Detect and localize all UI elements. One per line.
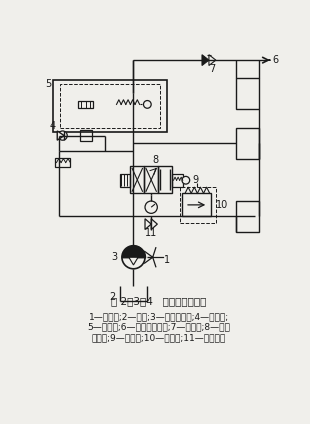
Text: 9: 9 xyxy=(192,175,198,185)
Bar xyxy=(120,174,131,187)
Bar xyxy=(131,166,144,193)
Polygon shape xyxy=(145,219,151,229)
Text: 11: 11 xyxy=(145,229,157,238)
Bar xyxy=(60,84,160,128)
Bar xyxy=(144,166,158,193)
Bar xyxy=(78,100,93,108)
Text: 1—电动机;2—油箱;3—单级叶片泵;4—单向阀;: 1—电动机;2—油箱;3—单级叶片泵;4—单向阀; xyxy=(89,312,229,321)
Text: 3: 3 xyxy=(111,252,117,262)
Text: 换向阀;9—压力表;10—溢流阀;11—压力开关: 换向阀;9—压力表;10—溢流阀;11—压力开关 xyxy=(92,334,226,343)
Bar xyxy=(55,158,70,167)
Text: 图 2－3－4   液压系统示意图: 图 2－3－4 液压系统示意图 xyxy=(111,296,206,306)
Polygon shape xyxy=(202,55,209,66)
Circle shape xyxy=(145,201,157,213)
Bar xyxy=(158,166,172,193)
Polygon shape xyxy=(209,55,216,66)
Polygon shape xyxy=(129,257,138,265)
Text: 2: 2 xyxy=(109,292,115,302)
Circle shape xyxy=(182,176,190,184)
Text: 7: 7 xyxy=(210,64,216,74)
Text: 5: 5 xyxy=(45,79,51,89)
Text: 5—支承阀;6—通往工作油缸;7—截止阀;8—电液: 5—支承阀;6—通往工作油缸;7—截止阀;8—电液 xyxy=(87,323,230,332)
Text: 1: 1 xyxy=(163,254,170,265)
Text: 4: 4 xyxy=(50,121,56,131)
Bar xyxy=(182,193,211,216)
Bar xyxy=(80,130,92,141)
Bar xyxy=(236,128,259,159)
Bar xyxy=(236,201,259,232)
Bar xyxy=(180,187,216,223)
Bar xyxy=(236,78,259,109)
Circle shape xyxy=(58,131,67,140)
Circle shape xyxy=(122,245,145,269)
Polygon shape xyxy=(151,219,157,229)
Bar xyxy=(172,174,183,187)
Text: 10: 10 xyxy=(216,200,228,210)
Bar xyxy=(53,80,166,132)
Text: 8: 8 xyxy=(152,155,158,165)
Polygon shape xyxy=(57,131,64,140)
Circle shape xyxy=(144,100,151,108)
Text: 6: 6 xyxy=(272,55,278,65)
